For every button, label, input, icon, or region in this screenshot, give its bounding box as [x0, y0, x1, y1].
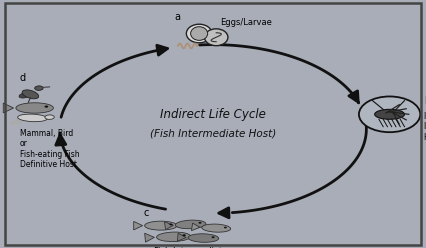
- Polygon shape: [3, 103, 14, 113]
- Polygon shape: [177, 233, 186, 241]
- Circle shape: [44, 105, 48, 108]
- Ellipse shape: [176, 220, 206, 229]
- Text: c: c: [144, 208, 149, 218]
- Text: (Fish Intermediate Host): (Fish Intermediate Host): [150, 129, 276, 139]
- Circle shape: [182, 234, 186, 236]
- Text: Invertebrate
Intermediate
Host: Invertebrate Intermediate Host: [424, 112, 426, 142]
- Ellipse shape: [17, 114, 47, 122]
- Circle shape: [359, 96, 420, 132]
- Ellipse shape: [204, 29, 228, 46]
- Circle shape: [199, 222, 201, 224]
- Ellipse shape: [35, 86, 43, 90]
- Circle shape: [224, 227, 227, 228]
- Ellipse shape: [19, 93, 29, 98]
- Text: Eggs/Larvae: Eggs/Larvae: [220, 18, 272, 27]
- Text: Fish Intermediate
Host: Fish Intermediate Host: [154, 247, 227, 248]
- Ellipse shape: [16, 103, 53, 113]
- Ellipse shape: [186, 24, 212, 43]
- Text: Indirect Life Cycle: Indirect Life Cycle: [160, 108, 266, 121]
- Ellipse shape: [375, 109, 405, 119]
- Ellipse shape: [188, 234, 219, 242]
- Polygon shape: [191, 223, 200, 231]
- Ellipse shape: [190, 27, 207, 40]
- Ellipse shape: [157, 232, 190, 242]
- Polygon shape: [145, 233, 155, 242]
- Text: Mammal, Bird
or
Fish-eating Fish
Definitive Host: Mammal, Bird or Fish-eating Fish Definit…: [20, 129, 79, 169]
- Polygon shape: [164, 222, 173, 230]
- Ellipse shape: [202, 224, 230, 232]
- Text: a: a: [175, 12, 181, 22]
- Circle shape: [169, 223, 173, 225]
- Ellipse shape: [22, 90, 39, 99]
- Text: d: d: [20, 73, 26, 83]
- Ellipse shape: [144, 221, 177, 230]
- Text: b: b: [424, 96, 426, 106]
- Circle shape: [212, 236, 215, 238]
- Polygon shape: [134, 221, 143, 230]
- Ellipse shape: [45, 115, 54, 119]
